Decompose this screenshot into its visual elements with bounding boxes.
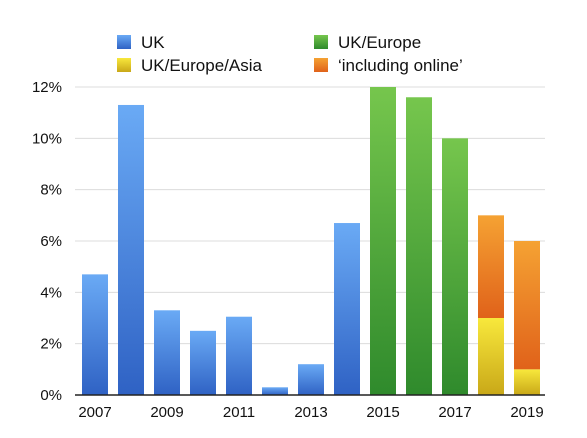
x-tick-label: 2007 xyxy=(78,404,111,421)
bar-2013-uk xyxy=(298,364,324,395)
bar-2012-uk xyxy=(262,387,288,395)
bar-2018-uk-europe-asia xyxy=(478,318,504,395)
y-tick-label: 0% xyxy=(40,387,62,404)
bar-2016-uk-europe xyxy=(406,97,432,396)
bar-2011-uk xyxy=(226,316,252,395)
gridlines xyxy=(75,86,545,345)
y-tick-label: 6% xyxy=(40,233,62,250)
bar-2010-uk xyxy=(190,330,216,395)
x-tick-label: 2017 xyxy=(438,404,471,421)
x-tick-label: 2019 xyxy=(510,404,543,421)
y-tick-label: 2% xyxy=(40,336,62,353)
legend: UK UK/Europe UK/Europe/Asia ‘including onli… xyxy=(117,33,463,75)
bar-2018-including-online xyxy=(478,215,504,318)
bars xyxy=(82,87,540,396)
bar-2007-uk xyxy=(82,274,108,395)
legend-swatch xyxy=(117,58,131,72)
bar-2019-including-online xyxy=(514,241,540,370)
axes: 0% 2% 4% 6% 8% 10% 12% 2007 2009 2011 2013 2015 2017… xyxy=(32,79,545,421)
x-tick-label: 2015 xyxy=(366,404,399,421)
y-tick-label: 4% xyxy=(40,284,62,301)
bar-2014-uk xyxy=(334,223,360,395)
legend-label: UK/Europe xyxy=(338,33,421,52)
x-tick-label: 2009 xyxy=(150,404,183,421)
legend-swatch xyxy=(314,58,328,72)
legend-swatch xyxy=(314,35,328,49)
y-tick-label: 12% xyxy=(32,79,62,96)
bar-2008-uk xyxy=(118,104,144,395)
x-tick-label: 2013 xyxy=(294,404,327,421)
legend-swatch xyxy=(117,35,131,49)
legend-label: UK xyxy=(141,33,165,52)
legend-label: UK/Europe/Asia xyxy=(141,56,262,75)
y-tick-label: 8% xyxy=(40,182,62,199)
legend-label: ‘including online’ xyxy=(338,56,463,75)
bar-2019-uk-europe-asia xyxy=(514,369,540,395)
bar-2015-uk-europe xyxy=(370,87,396,395)
bar-2017-uk-europe xyxy=(442,138,468,396)
y-tick-label: 10% xyxy=(32,130,62,147)
x-tick-label: 2011 xyxy=(223,404,255,421)
bar-2009-uk xyxy=(154,310,180,395)
